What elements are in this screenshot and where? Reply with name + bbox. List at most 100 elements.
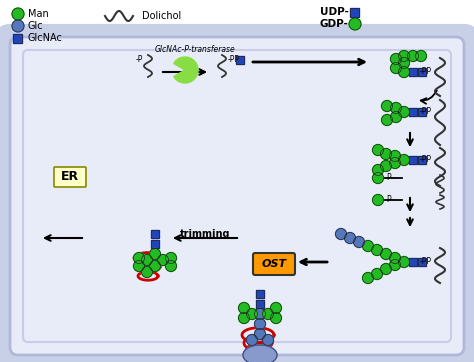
Circle shape: [134, 253, 145, 264]
Bar: [418, 156, 426, 164]
Text: -PP: -PP: [420, 156, 432, 164]
Bar: [418, 156, 426, 164]
Bar: [256, 300, 264, 308]
Bar: [409, 258, 417, 266]
Circle shape: [142, 266, 153, 278]
Circle shape: [246, 334, 257, 345]
Circle shape: [165, 253, 176, 264]
Circle shape: [391, 102, 401, 114]
Bar: [409, 68, 417, 76]
Circle shape: [408, 51, 419, 62]
Circle shape: [372, 269, 383, 279]
Circle shape: [255, 308, 265, 320]
Bar: [409, 156, 417, 164]
Text: Dolichol: Dolichol: [142, 11, 181, 21]
Bar: [418, 108, 426, 116]
Circle shape: [399, 67, 410, 77]
Circle shape: [12, 8, 24, 20]
Bar: [409, 258, 417, 266]
Circle shape: [238, 303, 249, 313]
Circle shape: [399, 51, 410, 62]
Text: -P: -P: [136, 55, 143, 64]
Text: P-: P-: [386, 195, 393, 205]
Circle shape: [255, 319, 265, 329]
Circle shape: [165, 261, 176, 272]
FancyBboxPatch shape: [0, 26, 474, 362]
Text: Man: Man: [28, 9, 49, 19]
Text: -PP: -PP: [420, 67, 432, 76]
Circle shape: [373, 173, 383, 184]
Wedge shape: [174, 57, 198, 83]
Bar: [418, 68, 426, 76]
Text: -PP: -PP: [420, 108, 432, 117]
Circle shape: [142, 254, 153, 265]
Circle shape: [134, 261, 145, 272]
Bar: [13, 34, 22, 42]
Ellipse shape: [243, 345, 277, 362]
Text: trimming: trimming: [180, 229, 230, 239]
Circle shape: [399, 58, 410, 68]
Circle shape: [363, 273, 374, 283]
Text: Glc: Glc: [28, 21, 44, 31]
Text: -PP: -PP: [228, 55, 240, 64]
Bar: [151, 240, 159, 248]
Circle shape: [363, 240, 374, 252]
Circle shape: [382, 114, 392, 126]
Text: -PP: -PP: [420, 257, 432, 266]
Circle shape: [416, 51, 427, 62]
Bar: [13, 34, 22, 42]
Circle shape: [399, 106, 410, 118]
Circle shape: [263, 308, 273, 320]
Bar: [256, 300, 264, 308]
Bar: [409, 108, 417, 116]
Circle shape: [12, 20, 24, 32]
Bar: [151, 240, 159, 248]
Bar: [151, 230, 159, 238]
Circle shape: [391, 111, 401, 122]
Circle shape: [149, 261, 161, 272]
Bar: [236, 56, 244, 64]
Circle shape: [271, 312, 282, 324]
Circle shape: [390, 157, 401, 168]
Circle shape: [271, 303, 282, 313]
Circle shape: [255, 328, 265, 340]
Bar: [418, 258, 426, 266]
FancyBboxPatch shape: [253, 253, 295, 275]
Circle shape: [381, 264, 392, 274]
Bar: [256, 290, 264, 298]
Bar: [256, 290, 264, 298]
Circle shape: [381, 248, 392, 260]
Circle shape: [390, 253, 401, 264]
Circle shape: [149, 248, 161, 260]
Circle shape: [345, 232, 356, 244]
Circle shape: [354, 236, 365, 248]
Bar: [350, 8, 359, 17]
Circle shape: [263, 334, 273, 345]
Text: GlcNAc: GlcNAc: [28, 33, 63, 43]
Circle shape: [336, 228, 346, 240]
Bar: [418, 108, 426, 116]
Circle shape: [373, 144, 383, 156]
Text: P-: P-: [386, 173, 393, 182]
Text: GDP-: GDP-: [320, 19, 349, 29]
Circle shape: [390, 151, 401, 161]
Circle shape: [157, 254, 168, 265]
Circle shape: [391, 63, 401, 73]
Circle shape: [391, 54, 401, 64]
Circle shape: [246, 308, 257, 320]
Circle shape: [390, 260, 401, 270]
Bar: [409, 156, 417, 164]
Circle shape: [382, 101, 392, 111]
Bar: [151, 230, 159, 238]
Circle shape: [349, 18, 361, 30]
Circle shape: [399, 155, 410, 165]
Text: GlcNAc-P-transferase: GlcNAc-P-transferase: [155, 46, 236, 55]
Bar: [409, 108, 417, 116]
Text: ER: ER: [61, 171, 79, 184]
Circle shape: [373, 194, 383, 206]
FancyBboxPatch shape: [54, 167, 86, 187]
Bar: [236, 56, 244, 64]
Circle shape: [381, 148, 392, 160]
Circle shape: [238, 312, 249, 324]
Text: UDP-: UDP-: [320, 7, 349, 17]
